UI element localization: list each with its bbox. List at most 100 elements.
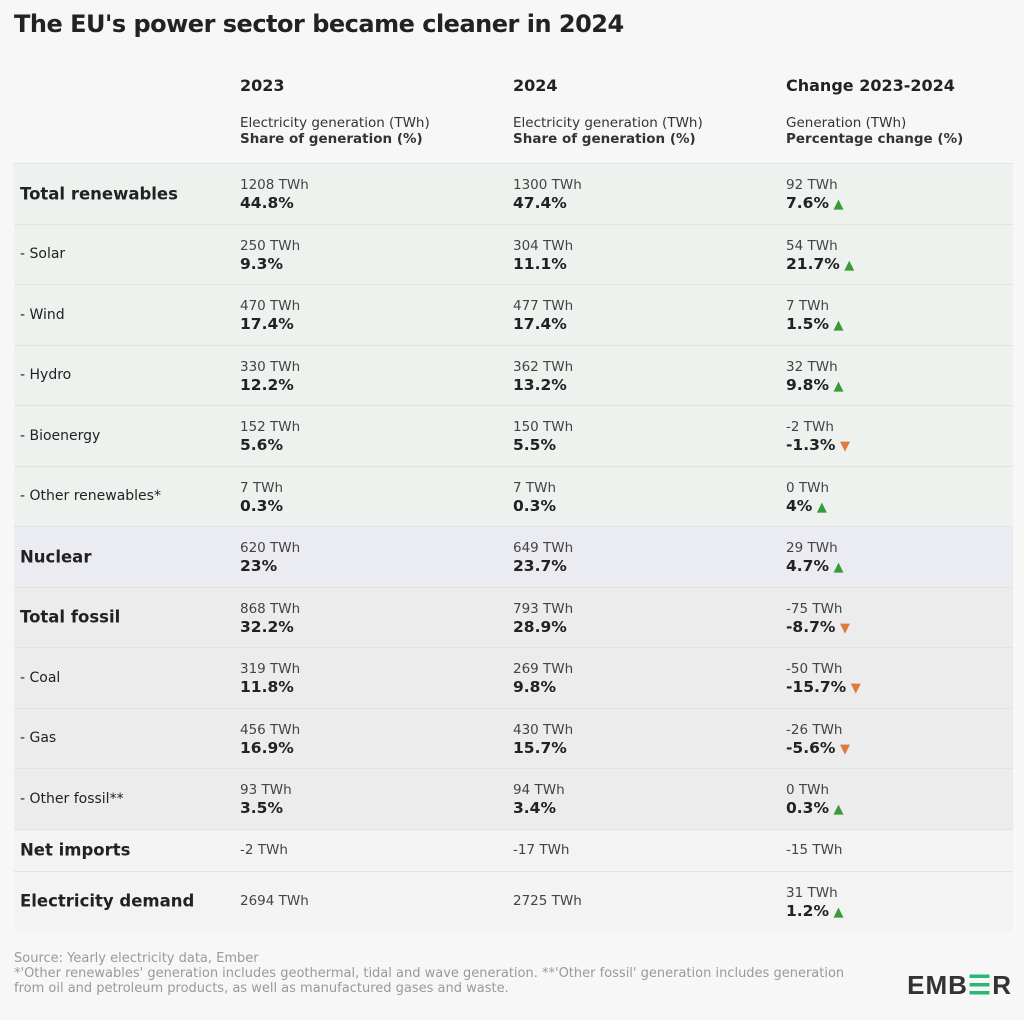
- cell-c2024: 1300 TWh 47.4%: [513, 176, 582, 212]
- share-value: -1.3% ▼: [786, 436, 850, 456]
- share-value: 17.4%: [513, 315, 573, 333]
- share-text: 3.4%: [513, 799, 556, 817]
- cell-c2024: 430 TWh 15.7%: [513, 721, 573, 757]
- triangle-down-icon: ▼: [835, 741, 850, 757]
- table-row: - Other renewables* 7 TWh 0.3% 7 TWh 0.3% 0 T…: [14, 465, 1013, 526]
- row-label: Total fossil: [20, 607, 121, 627]
- table-row: - Hydro 330 TWh 12.2% 362 TWh 13.2% 32 TWh 9.8…: [14, 344, 1013, 405]
- triangle-down-icon: ▼: [846, 681, 861, 696]
- cell-c2024: -17 TWh: [513, 841, 570, 859]
- share-text: 9.8%: [786, 375, 829, 394]
- share-text: 1.2%: [786, 901, 829, 920]
- generation-value: 620 TWh: [240, 540, 301, 556]
- column-year: Change 2023-2024: [786, 76, 955, 95]
- triangle-up-icon: ▲: [812, 499, 827, 515]
- generation-value: 152 TWh: [240, 419, 301, 435]
- cell-c2023: 250 TWh 9.3%: [240, 237, 300, 273]
- cell-change: 0 TWh 0.3% ▲: [786, 781, 844, 819]
- share-value: 3.5%: [240, 799, 292, 817]
- generation-value: 456 TWh: [240, 721, 301, 738]
- share-text: 5.6%: [240, 436, 283, 454]
- share-value: -8.7% ▼: [786, 618, 850, 638]
- cell-change: 92 TWh 7.6% ▲: [786, 176, 844, 214]
- column-header-2023: 2023 Electricity generation (TWh) Share …: [240, 76, 500, 147]
- generation-value: 477 TWh: [513, 298, 574, 314]
- cell-c2024: 150 TWh 5.5%: [513, 418, 573, 454]
- cell-c2023: 2694 TWh: [240, 892, 309, 910]
- share-text: 11.1%: [513, 254, 567, 273]
- share-value: 21.7% ▲: [786, 255, 854, 275]
- share-text: 47.4%: [513, 194, 567, 212]
- share-value: 17.4%: [240, 315, 300, 333]
- generation-value: 29 TWh: [786, 540, 838, 556]
- generation-value: -2 TWh: [240, 842, 288, 858]
- share-text: 16.9%: [240, 738, 294, 757]
- share-text: 9.3%: [240, 254, 283, 273]
- footnote-text: *'Other renewables' generation includes …: [14, 966, 845, 996]
- row-label: - Hydro: [20, 367, 72, 384]
- generation-value: 150 TWh: [513, 419, 574, 435]
- row-label: - Wind: [20, 306, 65, 323]
- generation-value: 250 TWh: [240, 237, 301, 254]
- column-subtitle: Electricity generation (TWh): [513, 115, 703, 131]
- share-text: -8.7%: [786, 617, 836, 636]
- row-label: - Coal: [20, 669, 61, 686]
- share-value: 12.2%: [240, 376, 300, 394]
- generation-value: 330 TWh: [240, 358, 301, 375]
- share-text: 0.3%: [240, 496, 283, 515]
- table-row: - Wind 470 TWh 17.4% 477 TWh 17.4% 7 TWh 1.5% …: [14, 284, 1013, 345]
- ember-logo: EMB☰R: [907, 970, 1012, 1000]
- share-value: 0.3%: [240, 497, 283, 515]
- share-value: 9.8% ▲: [786, 376, 844, 396]
- triangle-up-icon: ▲: [829, 378, 844, 394]
- share-text: 3.5%: [240, 799, 283, 817]
- row-label: - Gas: [20, 730, 57, 747]
- cell-c2024: 793 TWh 28.9%: [513, 600, 573, 636]
- share-value: 5.5%: [513, 436, 573, 454]
- share-text: 15.7%: [513, 738, 567, 757]
- cell-change: 0 TWh 4% ▲: [786, 479, 829, 517]
- share-value: 11.8%: [240, 678, 300, 696]
- share-text: -5.6%: [786, 738, 836, 757]
- share-text: 9.8%: [513, 678, 556, 696]
- share-text: 4%: [786, 496, 813, 515]
- share-text: 23%: [240, 557, 278, 575]
- share-value: 13.2%: [513, 376, 573, 394]
- share-value: 1.2% ▲: [786, 902, 844, 922]
- share-value: 28.9%: [513, 618, 573, 636]
- table-row: Electricity demand 2694 TWh 2725 TWh 31 TWh…: [14, 870, 1013, 931]
- generation-value: 649 TWh: [513, 540, 574, 556]
- generation-value: 1300 TWh: [513, 177, 582, 193]
- cell-c2024: 94 TWh 3.4%: [513, 781, 565, 817]
- generation-value: 470 TWh: [240, 298, 301, 314]
- column-year: 2024: [513, 76, 558, 95]
- share-text: 0.3%: [513, 496, 556, 515]
- table-row: - Coal 319 TWh 11.8% 269 TWh 9.8% -50 TWh -15.…: [14, 647, 1013, 708]
- source-note: Source: Yearly electricity data, Ember *…: [14, 951, 874, 996]
- cell-c2024: 304 TWh 11.1%: [513, 237, 573, 273]
- share-value: 44.8%: [240, 194, 309, 212]
- table-row: Total fossil 868 TWh 32.2% 793 TWh 28.9% -75 …: [14, 586, 1013, 647]
- share-text: 11.8%: [240, 678, 294, 696]
- cell-c2023: 319 TWh 11.8%: [240, 660, 300, 696]
- column-subtitle: Share of generation (%): [240, 131, 423, 147]
- column-header-2024: 2024 Electricity generation (TWh) Share …: [513, 76, 773, 147]
- generation-value: 32 TWh: [786, 358, 838, 375]
- generation-value: -15 TWh: [786, 842, 843, 858]
- share-text: 44.8%: [240, 194, 294, 212]
- table-row: Net imports -2 TWh -17 TWh -15 TWh: [14, 828, 1013, 871]
- page-title: The EU's power sector became cleaner in …: [14, 10, 624, 38]
- cell-c2023: 868 TWh 32.2%: [240, 600, 300, 636]
- row-label: - Solar: [20, 246, 66, 263]
- generation-value: -75 TWh: [786, 600, 843, 617]
- cell-change: 32 TWh 9.8% ▲: [786, 358, 844, 396]
- share-value: -15.7% ▼: [786, 678, 861, 698]
- data-table: Total renewables 1208 TWh 44.8% 1300 TWh 47.…: [14, 163, 1013, 931]
- row-label: Electricity demand: [20, 891, 195, 911]
- share-value: 11.1%: [513, 255, 573, 273]
- share-text: 0.3%: [786, 799, 829, 817]
- cell-c2024: 649 TWh 23.7%: [513, 539, 573, 575]
- share-text: 28.9%: [513, 617, 567, 636]
- share-value: -5.6% ▼: [786, 739, 850, 759]
- generation-value: 319 TWh: [240, 661, 301, 677]
